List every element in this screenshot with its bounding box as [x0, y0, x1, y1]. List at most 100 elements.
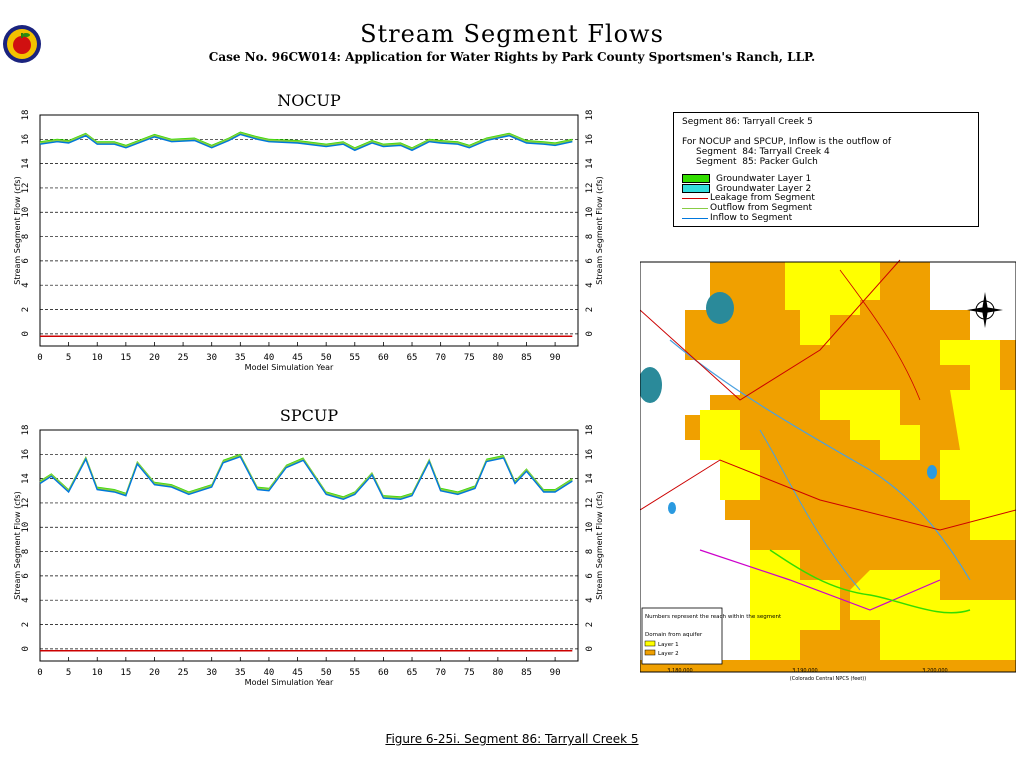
nocup-xtick-label: 85 [521, 353, 532, 363]
nocup-xtick-label: 80 [492, 353, 503, 363]
map-segment-flow [769, 549, 971, 614]
map-segment-path [699, 549, 941, 611]
legend-line-leakage [682, 198, 708, 199]
state-seal-logo [3, 25, 41, 63]
nocup-inflow-line [39, 133, 573, 152]
nocup-ytick-right: 4 [585, 282, 595, 287]
nocup-ytick-right: 10 [585, 207, 595, 218]
spcup-ytick-right: 2 [585, 622, 595, 627]
map-road [640, 459, 1016, 531]
map-road [839, 269, 921, 401]
spcup-ytick-left: 10 [21, 522, 31, 533]
nocup-ytick-left: 18 [21, 110, 31, 121]
spcup-xtick-label: 5 [66, 668, 71, 678]
map-road [640, 259, 901, 401]
spcup-ytick-right: 12 [585, 498, 595, 509]
nocup-ytick-left: 4 [21, 282, 31, 287]
map-reservoir [640, 367, 662, 403]
spcup-inflow-line [39, 455, 573, 501]
map-pond [668, 502, 676, 514]
spcup-xlabel: Model Simulation Year [245, 678, 334, 687]
spcup-ytick-left: 2 [21, 622, 31, 627]
spcup-xtick-label: 85 [521, 668, 532, 678]
nocup-xtick-label: 15 [120, 353, 131, 363]
spcup-ytick-left: 4 [21, 597, 31, 602]
nocup-xtick-label: 10 [92, 353, 103, 363]
nocup-ytick-left: 0 [21, 331, 31, 336]
figure-caption: Figure 6-25i. Segment 86: Tarryall Creek… [385, 732, 639, 746]
map-reservoir [706, 292, 734, 324]
spcup-ytick-right: 8 [585, 549, 595, 554]
map-yellow-region [940, 390, 1016, 540]
spcup-ytick-right: 18 [585, 425, 595, 436]
nocup-xtick-label: 20 [149, 353, 160, 363]
spcup-xtick-label: 40 [264, 668, 275, 678]
legend-label-inflow: Inflow to Segment [710, 213, 793, 223]
nocup-ytick-right: 16 [585, 134, 595, 145]
spcup-chart-title: SPCUP [280, 406, 338, 425]
legend-segment-title: Segment 86: Tarryall Creek 5 [682, 117, 813, 127]
spcup-xtick-label: 25 [178, 668, 189, 678]
nocup-ylabel-right: Stream Segment Flow (cfs) [595, 176, 604, 284]
nocup-ytick-left: 10 [21, 207, 31, 218]
map-pond [927, 465, 937, 479]
map-white-region [930, 262, 1016, 340]
spcup-xtick-label: 0 [37, 668, 42, 678]
nocup-ytick-right: 0 [585, 331, 595, 336]
nocup-ytick-right: 18 [585, 110, 595, 121]
nocup-plot-frame [39, 114, 579, 347]
map-inset-layer-2: Layer 2 [658, 651, 679, 657]
legend-swatch-groundwater-layer-2 [682, 184, 710, 193]
nocup-ytick-left: 2 [21, 307, 31, 312]
legend-inflow-segment-85: Segment 85: Packer Gulch [696, 157, 818, 167]
nocup-ytick-right: 12 [585, 183, 595, 194]
spcup-ytick-left: 8 [21, 549, 31, 554]
segment-location-map: Numbers represent the reach within the s… [640, 250, 1016, 682]
map-yellow-region [850, 570, 1016, 660]
map-inset-layer-1: Layer 1 [658, 642, 679, 648]
map-yellow-region [785, 262, 880, 345]
legend-label-groundwater-layer-1: Groundwater Layer 1 [716, 174, 812, 184]
legend-label-groundwater-layer-2: Groundwater Layer 2 [716, 184, 812, 194]
legend-line-outflow [682, 208, 708, 209]
nocup-ytick-left: 12 [21, 183, 31, 194]
nocup-xtick-label: 65 [407, 353, 418, 363]
nocup-xtick-label: 75 [464, 353, 475, 363]
spcup-plot-frame [39, 429, 579, 662]
nocup-ytick-right: 2 [585, 307, 595, 312]
map-yellow-region [700, 410, 760, 500]
spcup-ytick-right: 0 [585, 646, 595, 651]
map-yellow-region [750, 550, 840, 660]
page-title: Stream Segment Flows [360, 20, 664, 48]
map-yellow-region [940, 340, 1000, 390]
spcup-xtick-label: 50 [321, 668, 332, 678]
nocup-xtick-label: 30 [206, 353, 217, 363]
nocup-xtick-label: 55 [349, 353, 360, 363]
spcup-ytick-right: 16 [585, 449, 595, 460]
legend-inflow-note: For NOCUP and SPCUP, Inflow is the outfl… [682, 137, 892, 147]
map-stream [669, 339, 971, 581]
nocup-ylabel-left: Stream Segment Flow (cfs) [13, 176, 22, 284]
spcup-ytick-left: 18 [21, 425, 31, 436]
map-yellow-region [820, 390, 920, 460]
spcup-ytick-left: 14 [21, 473, 31, 484]
legend-label-outflow: Outflow from Segment [710, 203, 813, 213]
nocup-xtick-label: 5 [66, 353, 71, 363]
spcup-ylabel-right: Stream Segment Flow (cfs) [595, 491, 604, 599]
map-inset-legend-title: Domain from aquifer [645, 632, 703, 638]
spcup-ytick-left: 16 [21, 449, 31, 460]
nocup-xlabel: Model Simulation Year [245, 363, 334, 372]
nocup-ytick-right: 6 [585, 258, 595, 263]
nocup-xtick-label: 60 [378, 353, 389, 363]
nocup-ytick-right: 14 [585, 158, 595, 169]
nocup-xtick-label: 50 [321, 353, 332, 363]
spcup-xtick-label: 20 [149, 668, 160, 678]
spcup-ytick-left: 6 [21, 573, 31, 578]
legend-box: Segment 86: Tarryall Creek 5 For NOCUP a… [673, 112, 979, 227]
nocup-xtick-label: 0 [37, 353, 42, 363]
map-stream [759, 429, 861, 591]
spcup-xtick-label: 35 [235, 668, 246, 678]
spcup-xtick-label: 80 [492, 668, 503, 678]
nocup-outflow-line [39, 132, 573, 150]
nocup-ytick-left: 14 [21, 158, 31, 169]
